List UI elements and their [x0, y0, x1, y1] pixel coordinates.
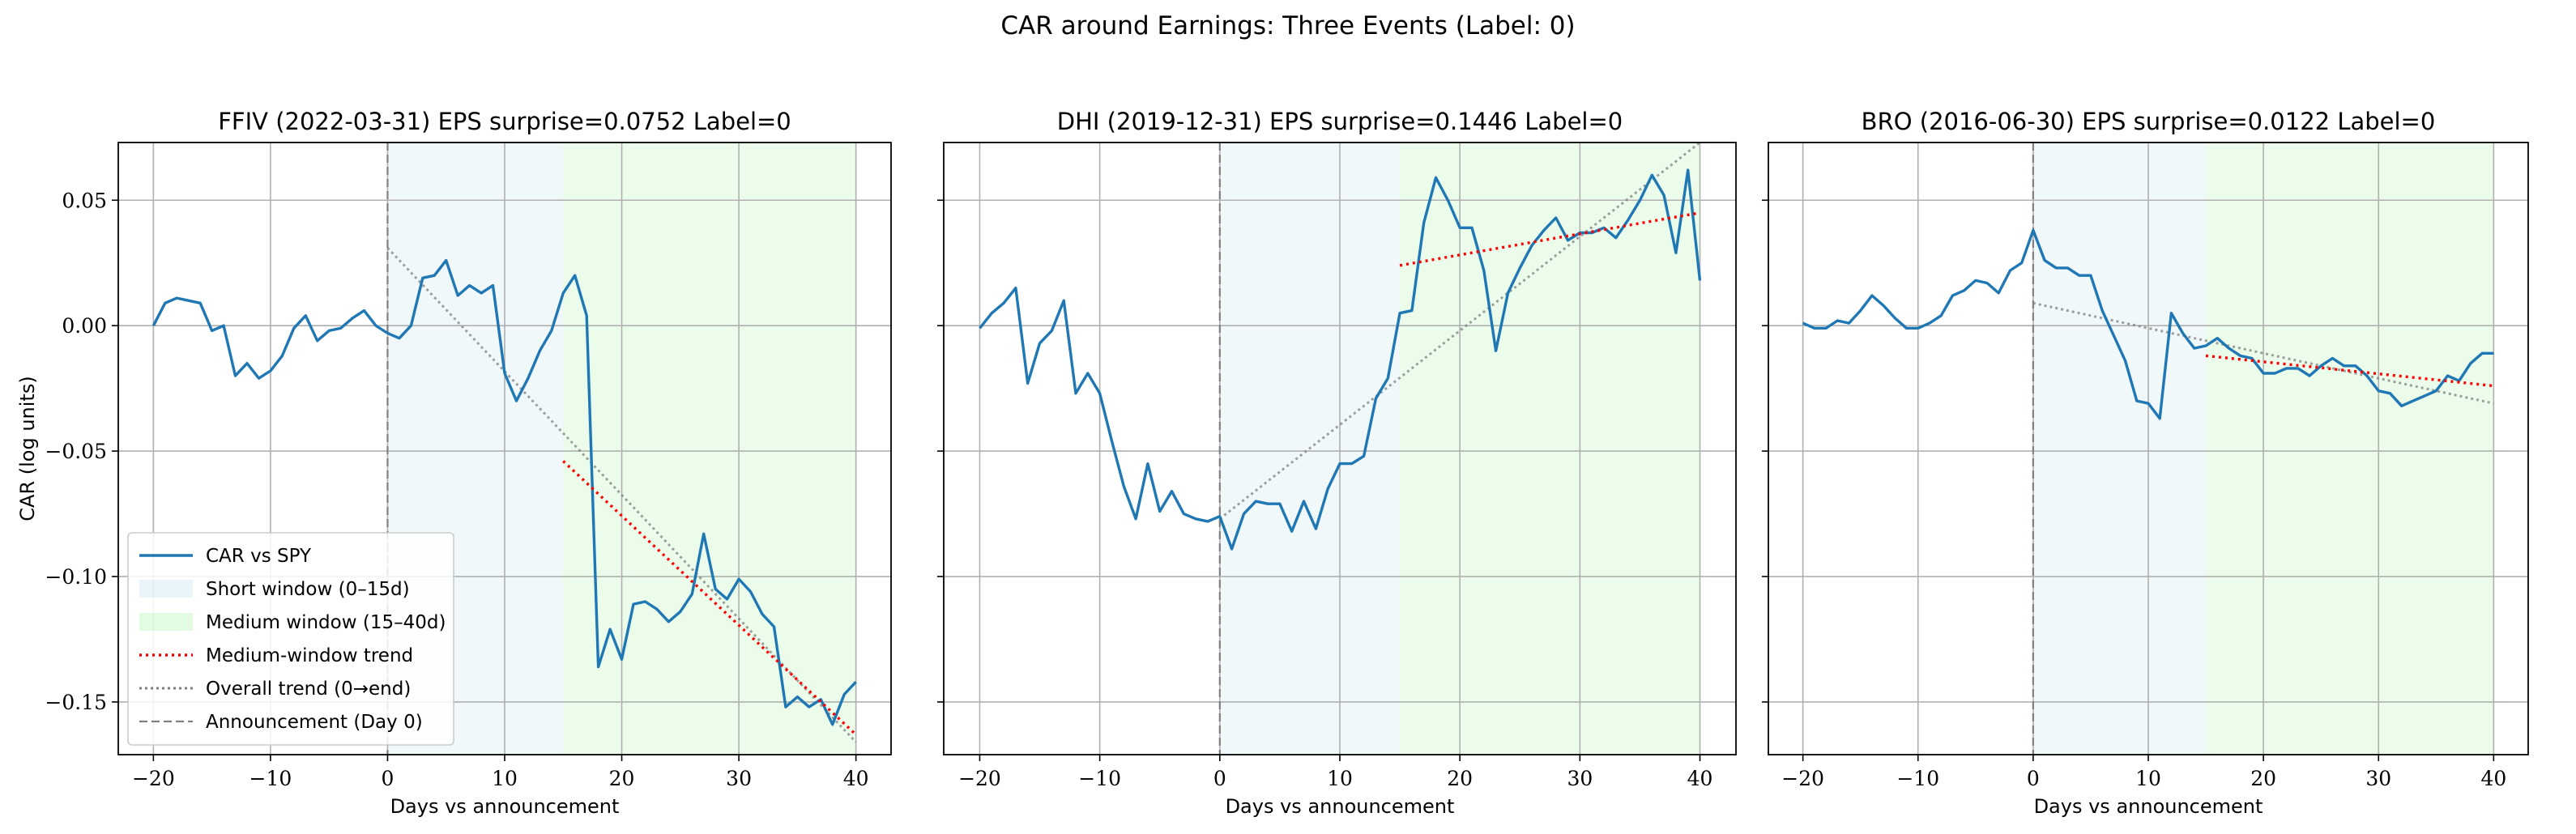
overall-trend-line	[2032, 301, 2494, 405]
legend-swatch-short	[139, 580, 193, 598]
x-tick-label: 10	[492, 767, 518, 790]
x-tick-label: −20	[132, 767, 175, 790]
y-tick-label: 0.05	[62, 189, 107, 212]
medium-trend-line	[2205, 354, 2494, 388]
chart-panel-3: −20 −10 0 10 20 30 40 BRO (2016-06-30) EPS surp…	[1762, 108, 2529, 818]
x-tick-label: 20	[2250, 767, 2276, 790]
x-tick-label: 10	[2135, 767, 2161, 790]
y-tick-label: −0.05	[45, 440, 107, 463]
medium-trend-line	[1399, 211, 1700, 267]
x-tick-label: 10	[1327, 767, 1353, 790]
x-axis-label: Days vs announcement	[1226, 795, 1455, 818]
legend-label: Announcement (Day 0)	[206, 712, 423, 733]
medium-window-band	[1400, 143, 1700, 755]
legend-label: Medium-window trend	[206, 645, 413, 666]
car-series-line	[151, 258, 857, 726]
chart-panel-2: −20 −10 0 10 20 30 40 DHI (2019-12-31) EPS surp…	[937, 108, 1737, 818]
y-axis-label: CAR (log units)	[16, 376, 39, 521]
legend-label: Short window (0–15d)	[206, 579, 410, 600]
panel-title: BRO (2016-06-30) EPS surprise=0.0122 Lab…	[1862, 108, 2436, 135]
legend-label: CAR vs SPY	[206, 546, 312, 567]
x-tick-label: 0	[1213, 767, 1226, 790]
x-axis-label: Days vs announcement	[2034, 795, 2263, 818]
x-tick-label: −10	[1896, 767, 1939, 790]
legend-swatch-medium	[139, 613, 193, 631]
panel-title: DHI (2019-12-31) EPS surprise=0.1446 Lab…	[1057, 108, 1623, 135]
x-axis-label: Days vs announcement	[390, 795, 620, 818]
figure-suptitle: CAR around Earnings: Three Events (Label…	[1000, 11, 1576, 40]
y-tick-label: −0.15	[45, 691, 107, 714]
x-tick-label: 20	[1447, 767, 1473, 790]
x-tick-label: 30	[2365, 767, 2391, 790]
legend-box	[127, 532, 454, 746]
legend: CAR vs SPY Short window (0–15d) Medium win…	[127, 532, 454, 746]
chart-panel-1: −20 −10 0 10 20 30 40 0.05 0.00 −0.05 −0.10 −0.15 FF…	[16, 108, 892, 818]
x-tick-label: 0	[382, 767, 395, 790]
medium-window-band	[563, 143, 856, 755]
x-tick-label: −10	[249, 767, 292, 790]
x-tick-label: −20	[958, 767, 1001, 790]
y-tick-label: 0.00	[62, 314, 107, 338]
medium-trend-line	[562, 460, 857, 736]
car-series-line	[1802, 228, 2494, 420]
x-tick-label: 20	[609, 767, 635, 790]
y-tick-label: −0.10	[45, 565, 107, 589]
x-tick-label: 40	[843, 767, 869, 790]
x-tick-label: 40	[2480, 767, 2506, 790]
x-tick-label: 30	[726, 767, 752, 790]
x-tick-label: 0	[2027, 767, 2040, 790]
panel-title: FFIV (2022-03-31) EPS surprise=0.0752 La…	[218, 108, 791, 135]
short-window-band	[2032, 143, 2207, 755]
x-tick-label: 40	[1687, 767, 1713, 790]
x-tick-label: −10	[1078, 767, 1121, 790]
x-tick-label: −20	[1781, 767, 1824, 790]
x-tick-label: 30	[1567, 767, 1593, 790]
legend-label: Overall trend (0→end)	[206, 679, 411, 700]
medium-window-band	[2206, 143, 2494, 755]
legend-label: Medium window (15–40d)	[206, 612, 446, 633]
